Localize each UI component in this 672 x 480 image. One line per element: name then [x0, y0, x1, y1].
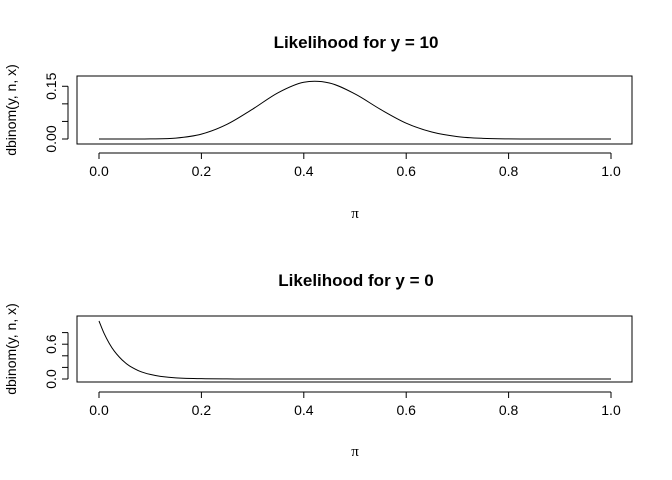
panel-y10: Likelihood for y = 10 0.0 0.2 0.4 0.6 0.8 1.0… [3, 33, 633, 222]
x-axis: 0.0 0.2 0.4 0.6 0.8 1.0 [89, 391, 621, 418]
chart-title: Likelihood for y = 10 [274, 33, 439, 52]
x-tick-label: 0.6 [396, 402, 416, 418]
x-tick-label: 1.0 [601, 163, 621, 179]
x-tick-label: 0.2 [192, 163, 212, 179]
y-axis: 0.0 0.6 [43, 332, 69, 389]
y-tick-label: 0.00 [43, 125, 59, 152]
x-tick-label: 0.4 [294, 402, 314, 418]
x-tick-label: 0.6 [396, 163, 416, 179]
y-tick-label: 0.15 [43, 72, 59, 99]
x-tick-label: 0.4 [294, 163, 314, 179]
y-axis: 0.00 0.15 [43, 72, 69, 153]
x-tick-label: 0.8 [499, 163, 519, 179]
plot-frame [76, 75, 633, 145]
x-tick-label: 1.0 [601, 402, 621, 418]
likelihood-curve [98, 80, 611, 140]
likelihood-curve [98, 320, 611, 380]
y-axis-label: dbinom(y, n, x) [3, 64, 19, 156]
chart-title: Likelihood for y = 0 [278, 271, 433, 290]
x-axis: 0.0 0.2 0.4 0.6 0.8 1.0 [89, 152, 621, 179]
plot-frame [76, 315, 633, 383]
x-tick-label: 0.8 [499, 402, 519, 418]
x-tick-label: 0.2 [192, 402, 212, 418]
y-tick-label: 0.0 [43, 369, 59, 389]
x-axis-label: π [351, 444, 359, 460]
x-axis-label: π [351, 206, 359, 222]
y-tick-label: 0.6 [43, 334, 59, 354]
y-axis-label: dbinom(y, n, x) [3, 303, 19, 395]
x-tick-label: 0.0 [89, 402, 109, 418]
panel-y0: Likelihood for y = 0 0.0 0.2 0.4 0.6 0.8 1.0 … [3, 271, 633, 460]
x-tick-label: 0.0 [89, 163, 109, 179]
